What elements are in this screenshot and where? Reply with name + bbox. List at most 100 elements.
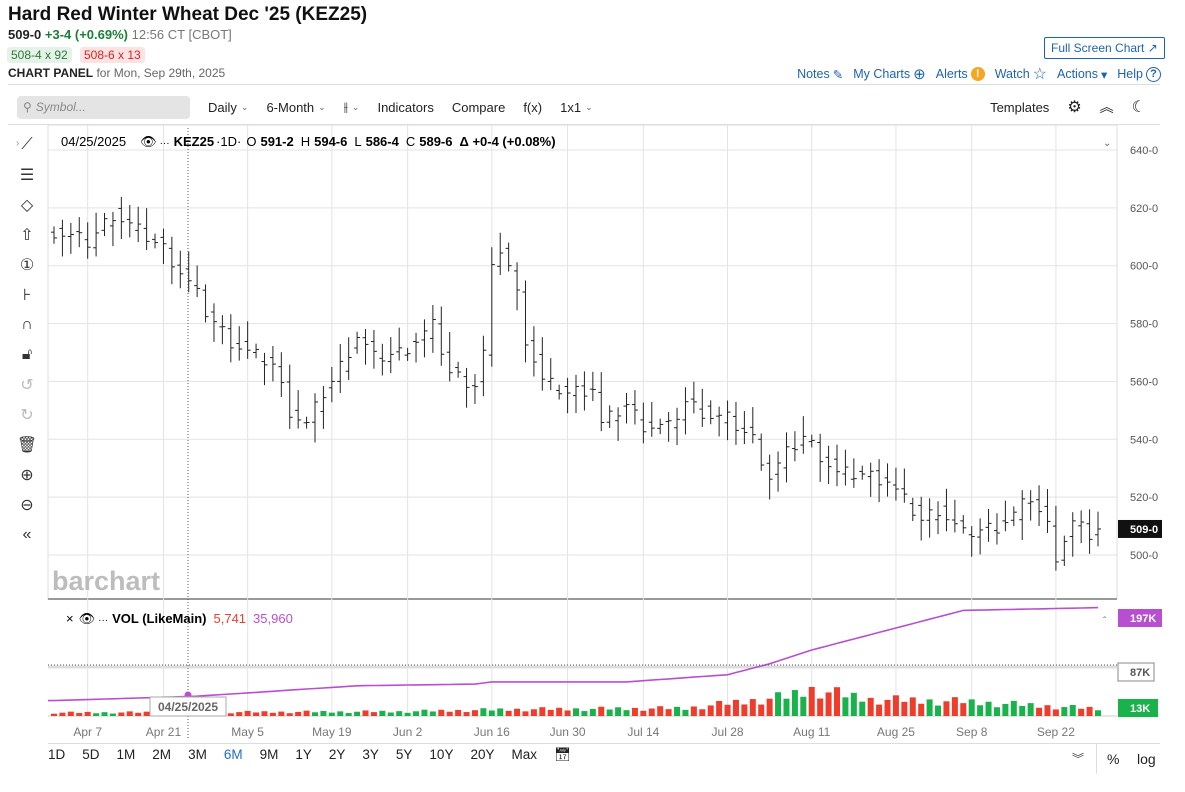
ohlc-bar xyxy=(674,407,681,446)
collapse-panel-icon[interactable]: ⌄ xyxy=(1103,138,1111,149)
range-button-6m[interactable]: 6M xyxy=(223,747,243,762)
interval-dropdown[interactable]: Daily ⌄ xyxy=(208,100,248,115)
log-toggle[interactable]: log xyxy=(1137,751,1156,767)
notes-link[interactable]: Notes ✎ xyxy=(797,67,843,82)
range-button-9m[interactable]: 9M xyxy=(259,747,279,762)
help-link[interactable]: Help? xyxy=(1117,66,1161,82)
volume-bar xyxy=(943,701,950,716)
alerts-link[interactable]: Alerts! xyxy=(936,67,985,81)
volume-bar xyxy=(471,710,478,716)
layout-dropdown[interactable]: 1x1 ⌄ xyxy=(560,100,593,115)
range-button-1d[interactable]: 1D xyxy=(48,747,66,762)
time-tick-label: Jun 2 xyxy=(393,725,423,739)
templates-button[interactable]: Templates xyxy=(990,99,1050,115)
volume-bar xyxy=(926,699,933,716)
range-button-3y[interactable]: 3Y xyxy=(362,747,379,762)
ohlc-bar xyxy=(1019,490,1026,540)
number-marker-icon[interactable]: ① xyxy=(19,257,35,274)
ohlc-bar xyxy=(943,488,950,532)
symbol-search-input[interactable]: ⚲ Symbol... xyxy=(17,95,190,119)
expand-legend-icon[interactable]: › xyxy=(16,138,19,149)
time-tick-label: Sep 22 xyxy=(1037,725,1075,739)
oi-axis-label: 197K xyxy=(1130,613,1156,625)
actions-menu[interactable]: Actions ▾ xyxy=(1057,67,1107,82)
collapse-panel-icon[interactable]: ˆ xyxy=(1103,615,1107,627)
volume-marker xyxy=(1118,699,1158,717)
ohlc-bar xyxy=(455,361,462,378)
notes-icon: ✎ xyxy=(832,67,844,82)
more-icon[interactable]: ··· xyxy=(98,615,108,626)
range-dropdown[interactable]: 6-Month ⌄ xyxy=(266,100,325,115)
volume-bar xyxy=(76,712,83,716)
percent-toggle[interactable]: % xyxy=(1107,751,1120,767)
volume-bar xyxy=(295,711,302,716)
eye-icon[interactable]: 👁︎ xyxy=(140,134,157,149)
calendar-icon[interactable]: 📅︎ xyxy=(554,747,572,762)
zoom-out-icon[interactable]: ⊖ xyxy=(20,497,34,514)
volume-bar xyxy=(758,704,765,716)
range-button-1y[interactable]: 1Y xyxy=(295,747,312,762)
magnet-icon[interactable]: ∩ xyxy=(21,316,33,333)
volume-bar xyxy=(985,701,992,716)
range-button-10y[interactable]: 10Y xyxy=(429,747,454,762)
indicators-button[interactable]: Indicators xyxy=(377,99,434,115)
fx-button[interactable]: f(x) xyxy=(523,99,543,115)
gear-icon[interactable]: ⚙ xyxy=(1067,99,1082,116)
volume-bar xyxy=(707,705,714,716)
watch-label: Watch xyxy=(994,67,1030,81)
eye-icon[interactable]: 👁︎ xyxy=(79,611,96,626)
ohlc-bar xyxy=(707,400,714,425)
range-button-max[interactable]: Max xyxy=(511,747,537,762)
range-button-5y[interactable]: 5Y xyxy=(395,747,413,762)
axes: 640-0 620-0 600-0 580-0 560-0 540-0 520-0 500-0… xyxy=(73,145,1162,739)
zoom-in-icon[interactable]: ⊕ xyxy=(20,467,34,484)
measure-tool-icon[interactable]: ⊦ xyxy=(22,287,32,304)
volume-bar xyxy=(775,692,782,716)
ohlc-bar xyxy=(842,449,849,486)
arrow-up-tool-icon[interactable]: ⇧ xyxy=(20,227,34,244)
trash-icon[interactable]: 🗑︎ xyxy=(16,437,38,454)
collapse-left-icon[interactable]: « xyxy=(22,526,32,543)
close-study-icon[interactable]: × xyxy=(66,611,74,626)
collapse-up-icon[interactable]: ︽ xyxy=(1099,99,1114,115)
ask-badge: 508-6 x 13 xyxy=(80,47,145,63)
cursor-date-tooltip: 04/25/2025 xyxy=(149,696,227,717)
watch-link[interactable]: Watch ☆ xyxy=(995,64,1047,84)
fibonacci-tool-icon[interactable]: ☰ xyxy=(19,167,35,184)
full-screen-chart-button[interactable]: Full Screen Chart ↗ xyxy=(1044,37,1165,59)
volume-bar xyxy=(379,710,386,716)
shapes-tool-icon[interactable]: ◇ xyxy=(20,197,34,214)
more-icon[interactable]: ··· xyxy=(160,138,170,149)
ohlc-bar xyxy=(834,444,840,487)
dark-mode-moon-icon[interactable]: ☾ xyxy=(1131,99,1146,116)
redo-icon[interactable]: ↻ xyxy=(20,407,34,424)
range-button-20y[interactable]: 20Y xyxy=(470,747,495,762)
ohlc-bar xyxy=(261,352,268,386)
ohlc-bar xyxy=(514,262,521,311)
ohlc-bar xyxy=(909,497,916,522)
undo-icon[interactable]: ↺ xyxy=(20,377,34,394)
ohlc-bar xyxy=(312,393,318,443)
range-button-2m[interactable]: 2M xyxy=(152,747,172,762)
ohlc-bar xyxy=(253,343,260,359)
ohlc-bar xyxy=(993,513,1000,545)
range-button-3m[interactable]: 3M xyxy=(188,747,207,762)
expand-down-icon[interactable]: ︾ xyxy=(1072,752,1085,766)
volume-bar xyxy=(345,713,352,716)
range-button-2y[interactable]: 2Y xyxy=(328,747,346,762)
unlock-icon[interactable]: 🔓︎ xyxy=(21,346,33,363)
range-button-1m[interactable]: 1M xyxy=(116,747,136,762)
volume-bar xyxy=(539,707,546,716)
tooltip-box xyxy=(149,696,227,717)
time-tick-label: May 19 xyxy=(312,725,352,739)
trendline-tool-icon[interactable]: ⟋ xyxy=(21,136,33,153)
range-label: 6-Month xyxy=(266,99,315,115)
compare-button[interactable]: Compare xyxy=(451,99,506,115)
chart-type-dropdown[interactable]: ⫲ ⌄ xyxy=(344,99,360,115)
ohlc-bar xyxy=(463,367,470,408)
my-charts-link[interactable]: My Charts ⊕ xyxy=(853,65,926,83)
volume-bar xyxy=(876,704,883,716)
ohlc-bar xyxy=(901,468,908,503)
range-button-5d[interactable]: 5D xyxy=(82,747,100,762)
